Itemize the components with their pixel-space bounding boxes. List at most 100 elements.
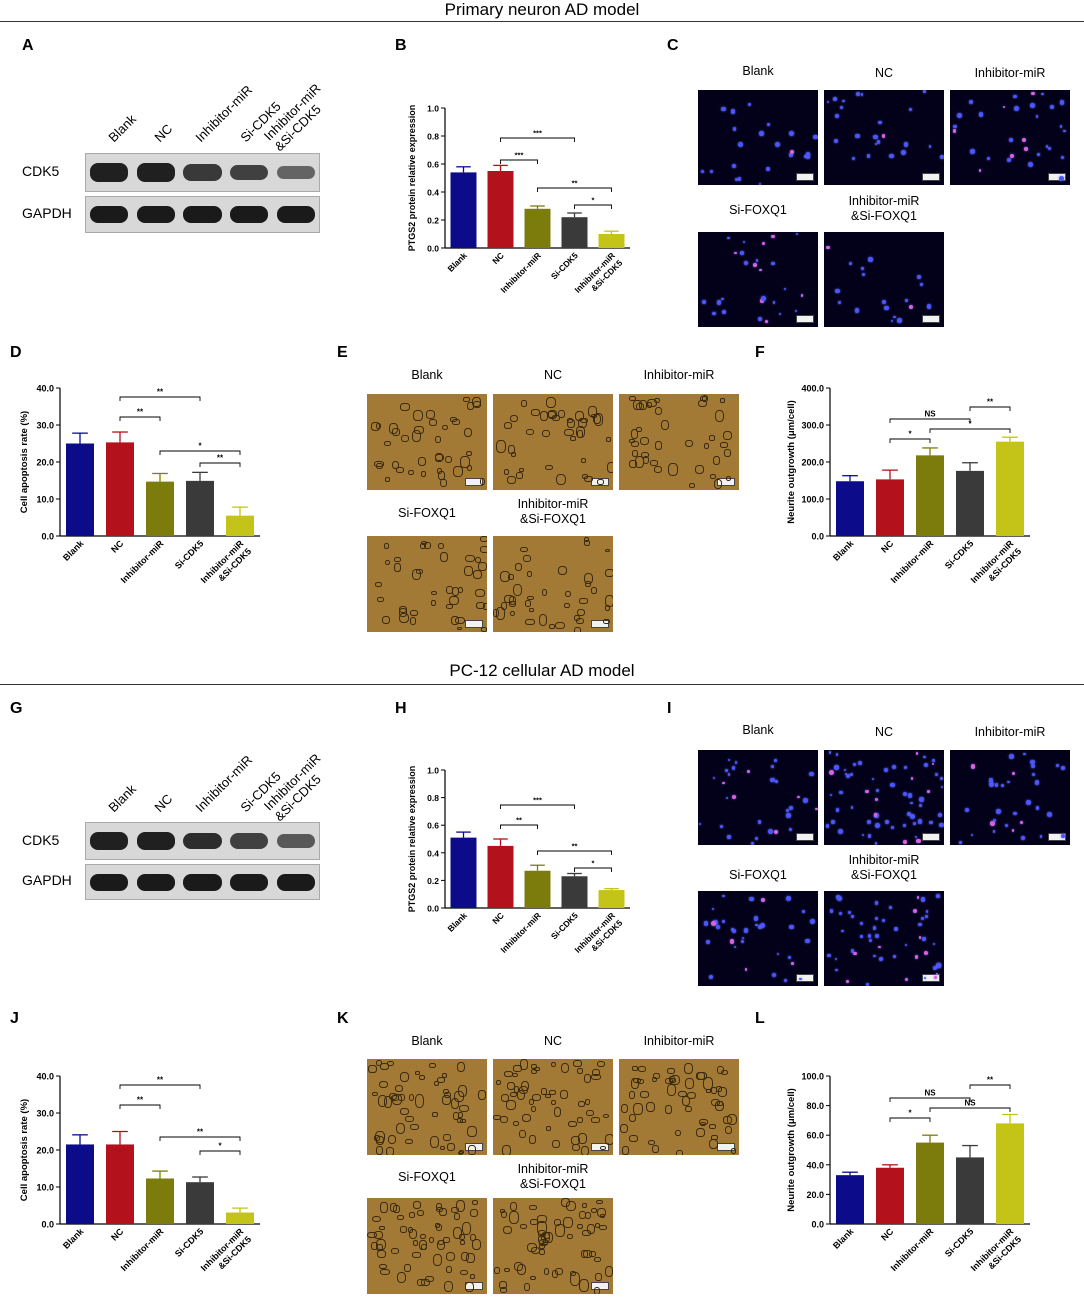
image-label: Si-FOXQ1 xyxy=(398,1170,456,1184)
nucleus-dot xyxy=(921,916,925,920)
nucleus-dot xyxy=(711,907,714,911)
wb-lane-cdk5 xyxy=(85,822,320,860)
wb-band xyxy=(136,832,175,850)
cell-shape xyxy=(479,478,486,486)
wb-band xyxy=(276,834,315,848)
cell-shape xyxy=(542,429,550,438)
nucleus-dot xyxy=(884,305,890,311)
cell-shape xyxy=(557,409,565,419)
wb-band xyxy=(183,164,222,181)
cell-shape xyxy=(391,460,400,470)
nucleus-dot xyxy=(1059,100,1065,106)
nucleus-dot xyxy=(910,777,914,780)
y-tick-label: 400.0 xyxy=(801,384,824,394)
panel-label-e: E xyxy=(337,344,348,361)
significance-label: * xyxy=(592,196,595,205)
cell-shape xyxy=(428,419,438,427)
cell-shape xyxy=(549,1090,556,1095)
cell-shape xyxy=(443,1237,450,1243)
cell-shape xyxy=(498,1281,507,1289)
y-tick-label: 0.0 xyxy=(427,904,439,914)
y-tick-label: 100.0 xyxy=(801,495,824,505)
cell-shape xyxy=(383,1096,392,1108)
cell-shape xyxy=(586,1224,595,1235)
cell-shape xyxy=(529,1204,538,1211)
nucleus-dot xyxy=(727,773,731,777)
cell-shape xyxy=(397,1214,404,1221)
cell-shape xyxy=(378,1263,387,1270)
nucleus-dot xyxy=(1031,91,1036,96)
nucleus-dot xyxy=(742,240,746,244)
cell-shape xyxy=(667,1067,675,1074)
nucleus-dot xyxy=(1009,154,1014,159)
nucleus-dot xyxy=(925,914,929,918)
nucleus-dot xyxy=(835,288,840,294)
nucleus-dot xyxy=(905,943,908,946)
x-tick-label-group: Blank xyxy=(831,538,856,563)
cell-shape xyxy=(592,1068,600,1076)
nucleus-dot xyxy=(850,773,854,777)
y-tick-label: 0.0 xyxy=(811,1220,824,1230)
significance-bracket xyxy=(500,804,575,809)
y-tick-label: 1.0 xyxy=(427,766,439,776)
cell-shape xyxy=(417,1279,425,1287)
cell-shape xyxy=(469,1274,476,1279)
wb-col-label: NC xyxy=(151,121,176,145)
nucleus-dot xyxy=(829,909,833,913)
cell-shape xyxy=(459,1105,469,1113)
x-tick-label-group: NC xyxy=(879,1226,896,1243)
cell-shape xyxy=(636,426,642,432)
bar xyxy=(561,217,588,248)
cell-shape xyxy=(585,580,591,588)
nucleus-dot xyxy=(918,922,922,927)
brightfield-image xyxy=(367,1059,487,1155)
y-tick-label: 60.0 xyxy=(806,1131,824,1141)
nucleus-dot xyxy=(785,808,790,813)
cell-shape xyxy=(460,456,470,468)
nucleus-dot xyxy=(907,793,913,798)
panel-label-b: B xyxy=(395,37,407,54)
cell-shape xyxy=(501,1210,508,1219)
cell-shape xyxy=(409,1212,416,1218)
significance-label: ** xyxy=(987,398,994,407)
cell-shape xyxy=(599,1214,606,1218)
cell-shape xyxy=(436,1223,443,1231)
nucleus-dot xyxy=(786,896,791,902)
nucleus-dot xyxy=(891,826,894,829)
cell-shape xyxy=(480,546,487,554)
cell-shape xyxy=(408,1093,415,1101)
nucleus-dot xyxy=(932,966,937,971)
nucleus-dot xyxy=(855,133,860,139)
nucleus-dot xyxy=(931,762,935,766)
nucleus-dot xyxy=(940,155,944,159)
bar xyxy=(836,481,864,536)
cell-shape xyxy=(457,1118,464,1123)
cell-shape xyxy=(696,1072,705,1080)
bar xyxy=(561,876,588,908)
wb-lane-gapdh xyxy=(85,196,320,233)
cell-shape xyxy=(476,602,486,610)
cell-shape xyxy=(529,608,535,612)
cell-shape xyxy=(563,1216,573,1229)
cell-shape xyxy=(437,1076,446,1083)
bar xyxy=(226,1212,254,1224)
cell-shape xyxy=(410,610,419,616)
nucleus-dot xyxy=(1059,176,1064,182)
cell-shape xyxy=(519,546,528,553)
cell-shape xyxy=(630,429,638,439)
cell-shape xyxy=(723,431,732,441)
image-label: Inhibitor-miR &Si-FOXQ1 xyxy=(517,1162,589,1191)
brightfield-image xyxy=(619,394,739,490)
cell-shape xyxy=(552,1139,560,1148)
y-tick-label: 100.0 xyxy=(801,1072,824,1082)
nucleus-dot xyxy=(1030,759,1035,765)
bar xyxy=(598,234,625,248)
significance-label: * xyxy=(198,442,202,451)
cell-shape xyxy=(712,456,721,465)
nucleus-dot xyxy=(837,300,841,305)
cell-shape xyxy=(591,1073,601,1080)
x-tick-label: Si-CDK5 xyxy=(943,1226,976,1259)
cell-shape xyxy=(408,470,415,476)
x-tick-label: Si-CDK5 xyxy=(173,1226,206,1259)
cell-shape xyxy=(450,1207,460,1214)
